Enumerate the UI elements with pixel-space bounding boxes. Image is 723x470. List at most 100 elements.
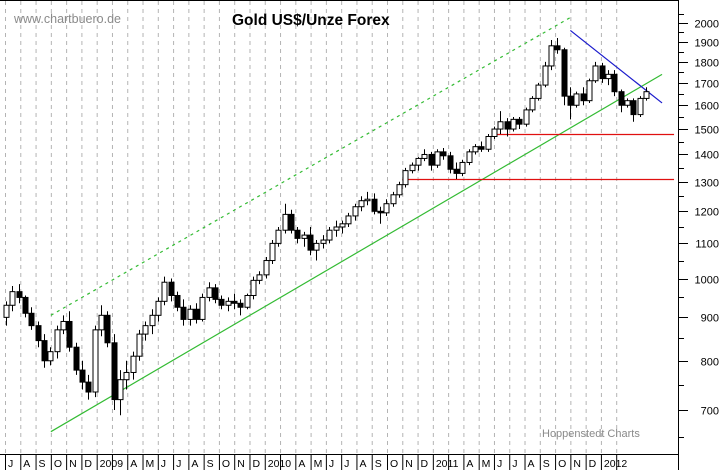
x-tick-label: A bbox=[298, 458, 305, 470]
candle-up bbox=[637, 97, 644, 116]
candle-down bbox=[567, 95, 574, 106]
candle-down bbox=[478, 146, 485, 150]
candle-up bbox=[523, 109, 530, 125]
candle-down bbox=[104, 314, 111, 344]
y-tick-label: 1800 bbox=[695, 58, 719, 70]
candle-down bbox=[561, 49, 568, 97]
candle-down bbox=[168, 281, 175, 296]
candle-up bbox=[3, 304, 10, 318]
watermark-bottom: Hoppenstedt Charts bbox=[542, 428, 640, 440]
candle-up bbox=[263, 260, 270, 276]
candle-up bbox=[402, 170, 409, 186]
candle-up bbox=[269, 242, 276, 262]
candle-down bbox=[79, 369, 86, 383]
candle-up bbox=[421, 153, 428, 159]
candle-up bbox=[199, 296, 206, 320]
x-tick-label: A bbox=[466, 458, 473, 470]
candle-up bbox=[605, 73, 612, 80]
x-tick-label: J bbox=[344, 458, 349, 470]
x-tick-label: A bbox=[191, 458, 198, 470]
candle-up bbox=[586, 80, 593, 102]
candle-up bbox=[592, 65, 599, 82]
candle-up bbox=[383, 203, 390, 214]
candle-up bbox=[434, 151, 441, 166]
y-tick-label: 800 bbox=[701, 357, 719, 369]
candle-down bbox=[428, 153, 435, 166]
candle-up bbox=[459, 161, 466, 174]
candle-up bbox=[409, 164, 416, 172]
candle-down bbox=[599, 65, 606, 80]
candle-up bbox=[301, 234, 308, 239]
candle-up bbox=[352, 206, 359, 217]
candle-down bbox=[85, 381, 92, 393]
x-tick-label: J bbox=[176, 458, 181, 470]
x-tick-label: J bbox=[497, 458, 502, 470]
candle-down bbox=[453, 168, 460, 174]
candle-up bbox=[206, 287, 213, 298]
y-tick-label: 1100 bbox=[695, 239, 719, 251]
x-tick-label: N bbox=[405, 458, 413, 470]
candle-up bbox=[250, 279, 257, 296]
y-axis: 700 800 900 1000 1100 1200 1300 1400 1500 1600 170… bbox=[678, 14, 719, 438]
x-tick-label: 2011 bbox=[436, 458, 459, 470]
candle-up bbox=[535, 84, 542, 99]
candle-up bbox=[326, 229, 333, 241]
x-tick-label: O bbox=[558, 458, 566, 470]
candle-down bbox=[28, 312, 35, 327]
y-tick-label: 1200 bbox=[695, 207, 719, 219]
candle-down bbox=[440, 151, 447, 157]
x-tick-label: D bbox=[421, 458, 429, 470]
candle-up bbox=[529, 97, 536, 111]
y-tick-label: 1300 bbox=[695, 178, 719, 190]
x-tick-label: J bbox=[8, 458, 13, 470]
x-tick-label: S bbox=[543, 458, 550, 470]
x-tick-label: O bbox=[222, 458, 230, 470]
x-tick-label: M bbox=[146, 458, 155, 470]
x-tick-label: A bbox=[23, 458, 30, 470]
x-tick-label: M bbox=[314, 458, 323, 470]
candle-down bbox=[371, 198, 378, 212]
y-tick-label: 1400 bbox=[695, 150, 719, 162]
candle-up bbox=[149, 314, 156, 327]
chart-title: Gold US$/Unze Forex bbox=[232, 12, 390, 29]
candle-up bbox=[187, 308, 194, 320]
x-tick-label: N bbox=[69, 458, 77, 470]
y-tick-label: 900 bbox=[701, 313, 719, 325]
candle-up bbox=[313, 242, 320, 251]
vertical-gridlines bbox=[5, 1, 618, 454]
candle-down bbox=[193, 308, 200, 320]
x-tick-label: O bbox=[54, 458, 62, 470]
watermark-top: www.chartbuero.de bbox=[13, 12, 121, 26]
candle-down bbox=[447, 155, 454, 170]
candle-down bbox=[73, 346, 80, 371]
candle-up bbox=[345, 215, 352, 225]
candle-up bbox=[320, 239, 327, 244]
x-tick-label: J bbox=[161, 458, 166, 470]
x-tick-label: D bbox=[252, 458, 260, 470]
candle-up bbox=[573, 93, 580, 106]
candle-up bbox=[542, 65, 549, 86]
candle-up bbox=[358, 200, 365, 208]
candle-down bbox=[237, 302, 244, 308]
x-tick-label: S bbox=[375, 458, 382, 470]
candle-up bbox=[548, 45, 555, 67]
x-tick-label: N bbox=[573, 458, 581, 470]
y-tick-label: 700 bbox=[701, 406, 719, 418]
x-tick-label: 2012 bbox=[604, 458, 628, 470]
candle-up bbox=[136, 333, 143, 357]
candle-down bbox=[66, 320, 73, 348]
candle-up bbox=[142, 325, 149, 335]
candle-down bbox=[35, 325, 42, 342]
support-channel-lower-line bbox=[50, 73, 663, 433]
candle-up bbox=[123, 371, 130, 381]
candle-up bbox=[415, 157, 422, 166]
candle-up bbox=[396, 184, 403, 196]
candle-up bbox=[275, 229, 282, 244]
candle-down bbox=[294, 229, 301, 239]
y-tick-label: 1600 bbox=[695, 101, 719, 113]
candle-up bbox=[390, 194, 397, 205]
x-tick-label: D bbox=[84, 458, 92, 470]
candle-up bbox=[364, 198, 371, 202]
x-tick-label: O bbox=[390, 458, 398, 470]
